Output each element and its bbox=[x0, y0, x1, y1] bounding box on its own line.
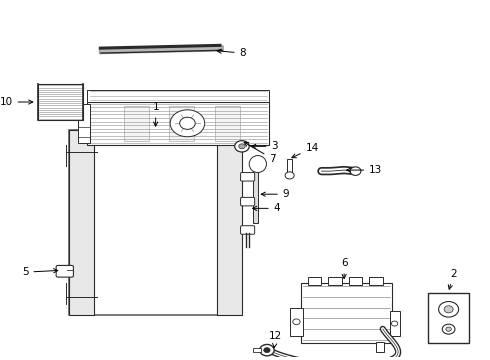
Text: 6: 6 bbox=[341, 258, 347, 279]
Circle shape bbox=[170, 110, 205, 137]
Bar bbox=[253, 166, 258, 222]
Bar bbox=[428, 293, 469, 343]
Bar bbox=[376, 342, 384, 352]
Bar bbox=[308, 278, 321, 284]
Circle shape bbox=[293, 319, 300, 325]
Bar bbox=[169, 105, 194, 141]
Text: 10: 10 bbox=[0, 97, 33, 107]
Text: 2: 2 bbox=[448, 269, 457, 289]
Ellipse shape bbox=[249, 156, 267, 172]
Bar bbox=[69, 130, 242, 315]
Text: 11: 11 bbox=[0, 359, 1, 360]
Circle shape bbox=[264, 348, 270, 352]
Bar bbox=[215, 105, 240, 141]
Text: 1: 1 bbox=[152, 102, 159, 126]
Bar bbox=[38, 84, 83, 120]
Bar bbox=[349, 278, 362, 284]
Bar bbox=[287, 159, 293, 176]
Circle shape bbox=[446, 327, 451, 331]
Text: 7: 7 bbox=[244, 142, 276, 164]
Circle shape bbox=[439, 302, 459, 317]
Bar bbox=[253, 348, 262, 352]
Circle shape bbox=[442, 324, 455, 334]
Bar bbox=[69, 130, 94, 315]
Bar bbox=[217, 130, 242, 315]
Bar bbox=[94, 134, 217, 311]
Text: 8: 8 bbox=[217, 48, 246, 58]
Circle shape bbox=[180, 117, 195, 129]
Bar bbox=[328, 278, 342, 284]
Text: 14: 14 bbox=[292, 143, 319, 158]
Bar bbox=[301, 283, 392, 343]
Bar bbox=[124, 105, 149, 141]
FancyBboxPatch shape bbox=[241, 197, 255, 206]
Bar bbox=[88, 102, 269, 145]
Circle shape bbox=[350, 167, 361, 175]
Text: 12: 12 bbox=[269, 331, 282, 348]
Circle shape bbox=[444, 306, 453, 313]
Bar bbox=[390, 311, 399, 336]
Bar bbox=[78, 104, 90, 143]
Circle shape bbox=[392, 321, 398, 326]
Text: 9: 9 bbox=[261, 189, 290, 199]
Text: 4: 4 bbox=[252, 203, 280, 213]
Circle shape bbox=[235, 141, 249, 152]
FancyBboxPatch shape bbox=[241, 172, 255, 181]
Bar bbox=[369, 278, 383, 284]
FancyBboxPatch shape bbox=[56, 265, 74, 277]
Text: 3: 3 bbox=[252, 141, 278, 151]
Text: 13: 13 bbox=[346, 165, 382, 175]
Text: 5: 5 bbox=[22, 267, 58, 277]
Circle shape bbox=[285, 172, 294, 179]
FancyBboxPatch shape bbox=[241, 226, 255, 234]
Circle shape bbox=[260, 345, 274, 356]
Circle shape bbox=[239, 144, 245, 149]
Bar bbox=[290, 307, 303, 336]
Bar bbox=[88, 90, 269, 102]
